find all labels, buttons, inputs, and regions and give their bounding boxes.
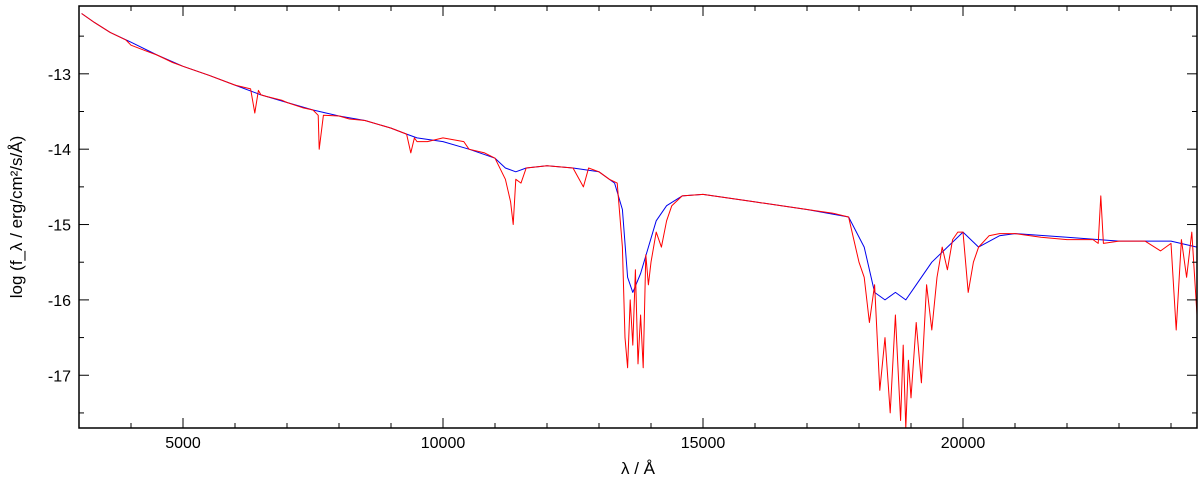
x-axis-label: λ / Å xyxy=(621,459,656,478)
y-tick-label: -13 xyxy=(48,67,71,84)
series-line-1 xyxy=(81,13,1198,301)
y-axis-label: log (f_λ / erg/cm²/s/Å) xyxy=(7,136,26,298)
y-tick-label: -15 xyxy=(48,218,71,235)
x-tick-label: 10000 xyxy=(421,435,466,452)
y-tick-label: -14 xyxy=(48,142,71,159)
series-layer xyxy=(81,13,1198,429)
x-tick-label: 15000 xyxy=(681,435,726,452)
y-tick-label: -17 xyxy=(48,368,71,385)
x-tick-label: 5000 xyxy=(165,435,201,452)
series-line-2 xyxy=(81,13,1198,429)
plot-frame xyxy=(78,5,1198,429)
x-tick-label: 20000 xyxy=(941,435,986,452)
y-tick-label: -16 xyxy=(48,293,71,310)
ticks-layer: 5000 10000 15000 20000 -13 -14 -15 -16 -17 xyxy=(48,6,1197,452)
